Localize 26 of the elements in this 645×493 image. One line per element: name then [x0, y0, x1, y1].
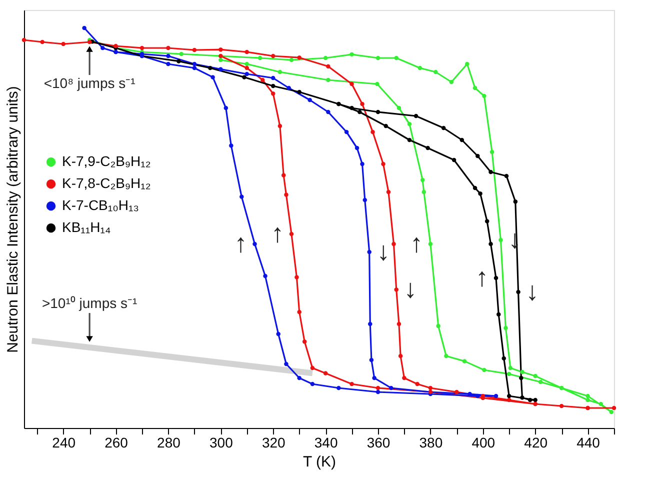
annotation: ↑ — [476, 262, 488, 292]
x-tick-label: 380 — [419, 434, 443, 450]
x-tick-label: 300 — [209, 434, 234, 450]
annotation: ↑ — [410, 228, 423, 258]
legend-label: KB₁₁H₁₄ — [62, 219, 111, 235]
annotation: ↑ — [234, 228, 248, 258]
annotation: ↓ — [376, 236, 390, 266]
x-tick-label: 360 — [366, 434, 390, 450]
y-axis-title: Neutron Elastic Intensity (arbitrary units) — [4, 86, 22, 353]
annotation: <10⁸ jumps s⁻¹ — [44, 75, 136, 91]
x-tick-label: 440 — [576, 434, 600, 450]
legend-label: K-7,8-C₂B₉H₁₂ — [62, 175, 151, 191]
annotation: ↓ — [404, 274, 417, 304]
annotation: ↓ — [526, 276, 539, 306]
x-tick-label: 320 — [262, 434, 286, 450]
x-tick-label: 420 — [524, 434, 548, 450]
annotation: ↑ — [270, 218, 284, 248]
x-tick-label: 400 — [472, 434, 496, 450]
x-tick-label: 340 — [314, 434, 338, 450]
annotation: >10¹⁰ jumps s⁻¹ — [42, 295, 138, 311]
x-axis-title: T (K) — [302, 454, 336, 470]
x-tick-label: 280 — [157, 434, 181, 450]
x-tick-label: 260 — [104, 434, 128, 450]
legend-label: K-7-CB₁₀H₁₃ — [62, 197, 139, 213]
x-tick-label: 240 — [52, 434, 76, 450]
legend-label: K-7,9-C₂B₉H₁₂ — [62, 153, 151, 169]
